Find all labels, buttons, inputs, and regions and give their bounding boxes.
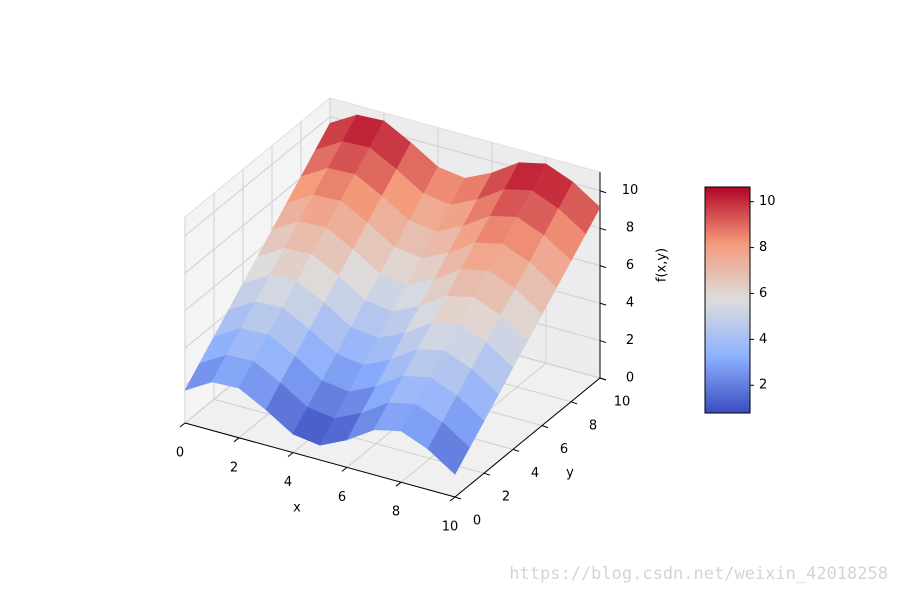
watermark: https://blog.csdn.net/weixin_42018258 — [509, 564, 888, 584]
colorbar-tick-label: 6 — [759, 286, 767, 301]
x-tick-label: 0 — [176, 446, 184, 461]
y-tick — [541, 425, 549, 429]
y-tick-label: 10 — [614, 395, 631, 410]
y-tick — [483, 472, 491, 476]
colorbar — [704, 186, 751, 414]
y-tick — [454, 496, 462, 500]
y-tick-label: 8 — [589, 418, 597, 433]
x-tick — [233, 437, 240, 443]
z-tick-label: 0 — [626, 371, 634, 386]
colorbar-tick-label: 4 — [759, 332, 767, 347]
x-tick-label: 10 — [442, 520, 459, 535]
z-tick — [599, 377, 607, 381]
x-tick — [449, 496, 456, 502]
x-tick-label: 8 — [392, 505, 400, 520]
z-tick — [599, 190, 607, 194]
z-axis-label: f(x,y) — [655, 248, 670, 282]
x-tick — [287, 452, 294, 457]
y-tick-label: 6 — [560, 442, 568, 457]
x-tick-label: 4 — [284, 475, 292, 490]
colorbar-tick-label: 2 — [759, 378, 767, 393]
z-tick — [599, 265, 607, 269]
z-tick-label: 4 — [626, 296, 634, 311]
grid-line — [184, 116, 331, 237]
z-tick — [599, 227, 607, 231]
y-tick — [512, 448, 520, 452]
y-axis-line — [454, 377, 601, 498]
x-tick — [395, 481, 402, 487]
y-tick-label: 4 — [531, 466, 539, 481]
x-tick-label: 2 — [230, 460, 238, 475]
z-tick-label: 2 — [626, 333, 634, 348]
z-tick-label: 6 — [626, 258, 634, 273]
z-tick-label: 10 — [622, 183, 639, 198]
z-tick-label: 8 — [626, 221, 634, 236]
z-tick — [599, 302, 607, 306]
x-axis-label: x — [293, 501, 301, 516]
colorbar-tick-label: 8 — [759, 240, 767, 255]
z-tick — [599, 340, 607, 344]
y-tick-label: 2 — [502, 490, 510, 505]
x-tick — [179, 422, 186, 428]
y-tick-label: 0 — [473, 514, 481, 529]
surface-face — [427, 422, 470, 475]
x-tick-label: 6 — [338, 490, 346, 505]
y-tick — [570, 401, 578, 405]
x-axis-line — [184, 422, 456, 498]
y-axis-label: y — [566, 466, 574, 481]
colorbar-tick-label: 10 — [759, 194, 776, 209]
x-tick — [341, 467, 348, 472]
